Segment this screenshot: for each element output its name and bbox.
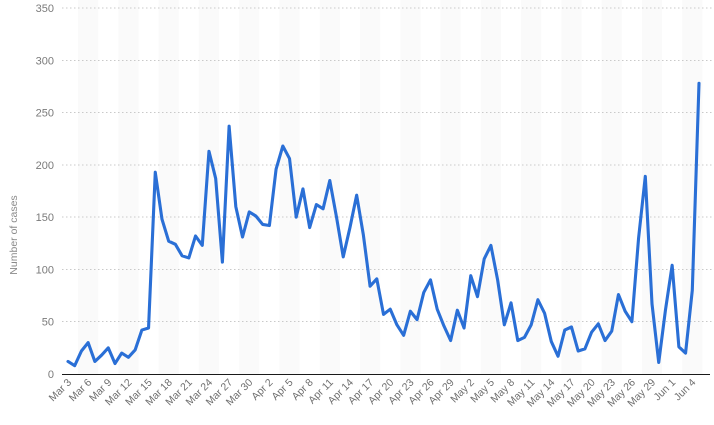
- background-bands: [78, 0, 703, 374]
- background-band: [279, 0, 300, 374]
- background-band: [521, 0, 542, 374]
- background-band: [682, 0, 703, 374]
- background-band: [118, 0, 139, 374]
- background-band: [78, 0, 99, 374]
- background-band: [601, 0, 622, 374]
- y-axis-tick-label: 200: [36, 160, 54, 172]
- x-axis-tick-label: Jun 1: [652, 377, 679, 404]
- background-band: [561, 0, 582, 374]
- y-axis-tick-label: 150: [36, 212, 54, 224]
- y-axis-tick-label: 250: [36, 108, 54, 120]
- gridlines: [62, 7, 712, 323]
- background-band: [440, 0, 461, 374]
- background-band: [360, 0, 381, 374]
- background-band: [198, 0, 220, 374]
- background-band: [641, 0, 663, 374]
- y-axis-tick-label: 0: [48, 369, 54, 381]
- y-axis-tick-label: 50: [42, 317, 54, 329]
- y-axis-tick-label: 300: [36, 55, 54, 67]
- background-band: [158, 0, 179, 374]
- y-axis-tick-labels: 0 50 100 150 200 250 300 350: [36, 3, 54, 381]
- y-axis-tick-label: 100: [36, 264, 54, 276]
- y-axis-tick-label: 350: [36, 3, 54, 15]
- background-band: [400, 0, 421, 374]
- background-band: [239, 0, 260, 374]
- y-axis-title: Number of cases: [8, 195, 20, 274]
- x-axis-tick-label: Apr 2: [249, 377, 275, 403]
- series-line-number-of-cases: [66, 81, 701, 368]
- x-axis-tick-label: Jun 4: [672, 377, 699, 404]
- x-axis-tick-label: Apr 5: [269, 377, 295, 403]
- background-band: [480, 0, 501, 374]
